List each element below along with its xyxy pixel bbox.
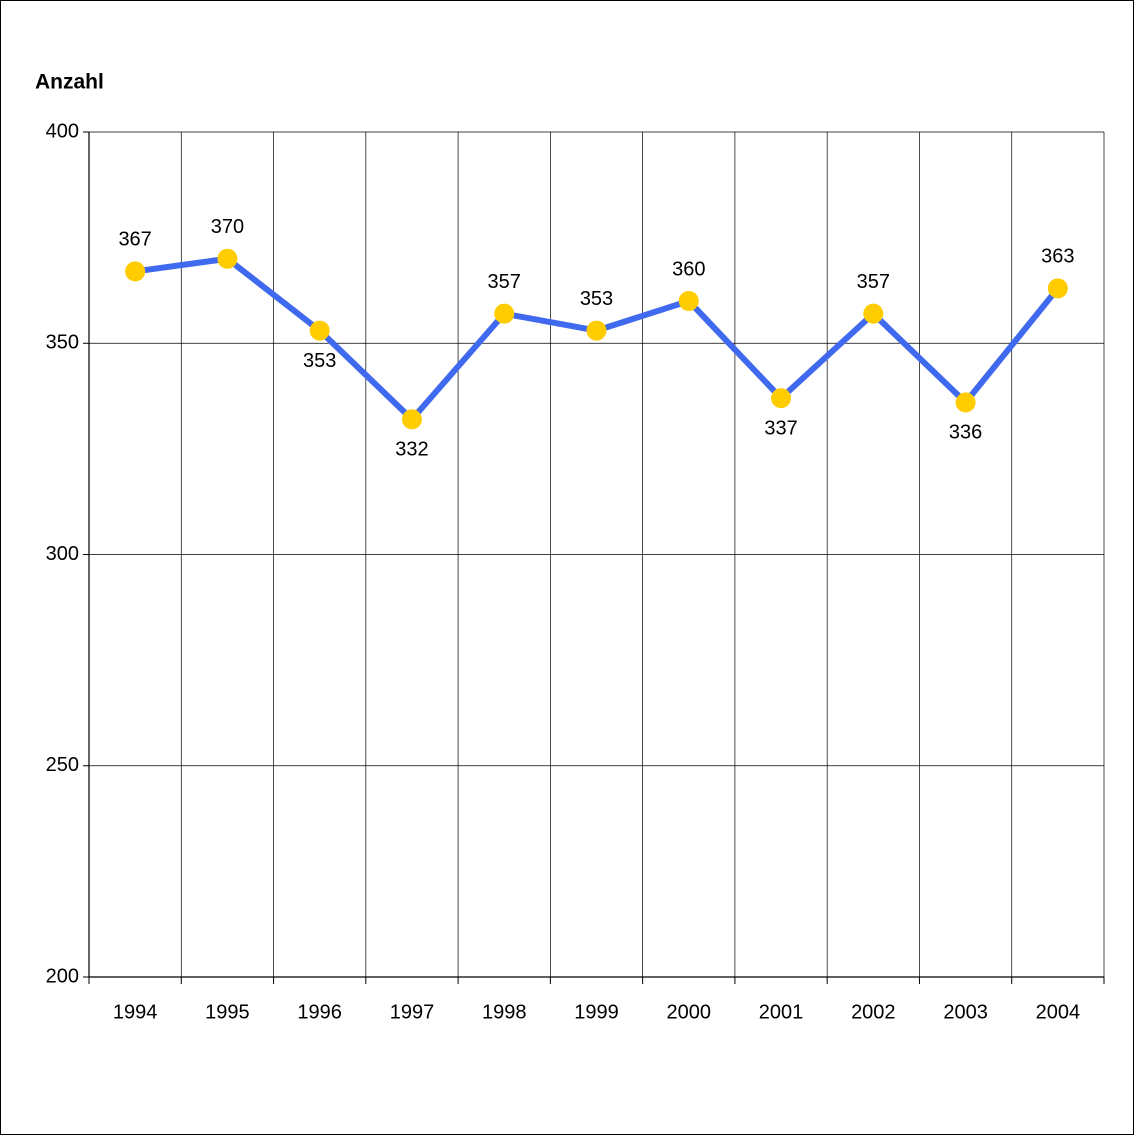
marker xyxy=(1047,278,1068,299)
y-tick-label: 300 xyxy=(46,543,79,565)
data-label: 336 xyxy=(949,422,982,444)
x-tick-label: 1999 xyxy=(574,1001,619,1023)
data-label: 353 xyxy=(580,288,613,310)
x-tick-label: 1994 xyxy=(113,1001,158,1023)
x-tick-label: 1997 xyxy=(390,1001,435,1023)
x-tick-label: 2002 xyxy=(851,1001,896,1023)
data-label: 360 xyxy=(672,258,705,280)
marker xyxy=(125,261,146,282)
marker xyxy=(678,291,699,311)
y-tick-label: 200 xyxy=(46,965,79,987)
marker xyxy=(586,320,607,341)
y-tick-label: 350 xyxy=(46,332,79,354)
x-tick-label: 2004 xyxy=(1036,1001,1081,1023)
data-label: 357 xyxy=(488,271,521,293)
x-tick-label: 2000 xyxy=(667,1001,712,1023)
data-label: 332 xyxy=(395,439,428,461)
data-label: 357 xyxy=(857,271,890,293)
marker xyxy=(217,248,238,269)
marker xyxy=(494,303,515,324)
marker xyxy=(401,409,422,430)
data-label: 370 xyxy=(211,216,244,238)
marker xyxy=(309,320,330,341)
data-label: 337 xyxy=(764,417,797,439)
x-tick-label: 1995 xyxy=(205,1001,250,1023)
data-label: 363 xyxy=(1041,246,1074,268)
marker xyxy=(863,303,884,324)
data-label: 367 xyxy=(118,229,151,251)
x-tick-label: 1998 xyxy=(482,1001,527,1023)
x-tick-label: 2003 xyxy=(943,1001,988,1023)
x-tick-label: 1996 xyxy=(297,1001,342,1023)
marker xyxy=(771,388,792,409)
y-tick-label: 250 xyxy=(46,754,79,776)
x-tick-label: 2001 xyxy=(759,1001,804,1023)
chart-title: Anzahl xyxy=(35,71,104,94)
data-label: 353 xyxy=(303,350,336,372)
marker xyxy=(955,392,976,413)
y-tick-label: 400 xyxy=(46,120,79,142)
